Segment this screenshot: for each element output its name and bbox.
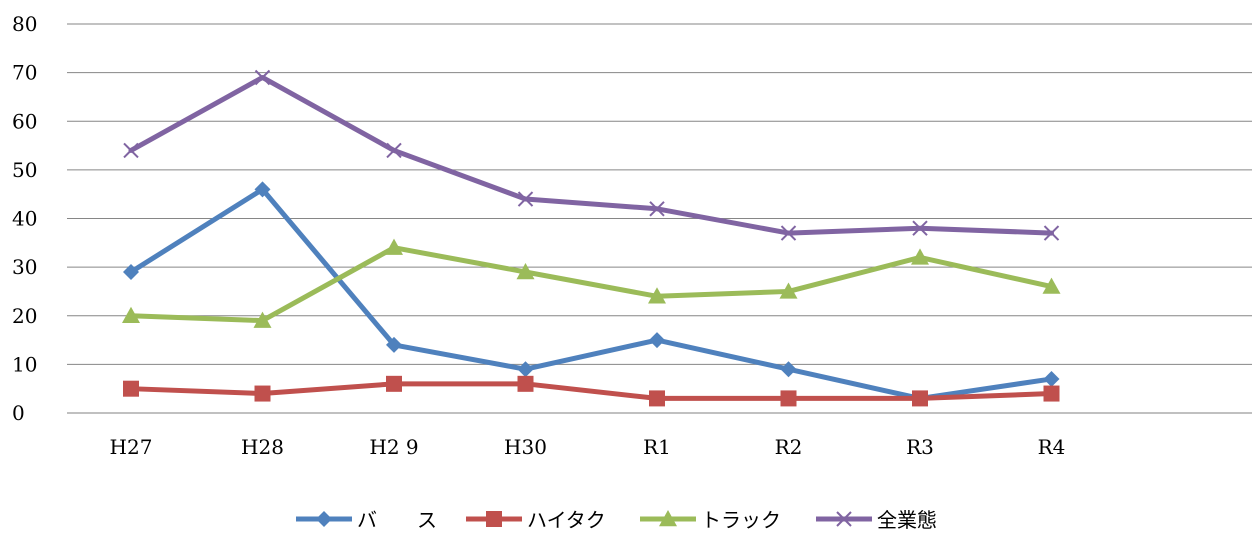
series-line [128,245,1054,324]
data-point-x [912,220,928,236]
legend-label: 全業態 [877,508,937,532]
y-tick-label: 20 [12,304,37,328]
data-point-x-stroke [386,142,402,159]
series-line [128,74,1054,236]
data-point-x [123,142,139,159]
y-tick-label: 70 [12,61,37,85]
data-point-square [912,390,928,407]
series-line [128,381,1054,401]
data-point-triangle [516,262,535,280]
y-tick-label: 50 [12,158,37,182]
x-tick-label: H2 9 [369,435,418,459]
data-point-triangle [122,306,140,323]
series-3 [122,238,1061,328]
x-tick-label: H27 [110,435,153,459]
data-point-diamond [254,181,271,198]
data-point-square [123,380,139,397]
x-tick-label: R4 [1038,435,1066,459]
y-tick-label: 10 [12,352,37,376]
gridlines [67,23,1252,414]
legend-label: ハイタク [527,508,606,532]
data-point-x-stroke [517,191,534,207]
x-tick-label: R3 [906,435,934,459]
data-point-triangle [659,510,677,527]
data-point-triangle [911,248,929,265]
data-point-square [386,375,402,392]
data-point-triangle [1042,277,1061,294]
data-point-diamond [1043,370,1060,387]
legend: バ ス ハイタク トラック 全業態 [296,508,937,532]
y-tick-label: 80 [12,12,37,36]
data-point-x-stroke [912,220,928,236]
data-point-triangle [385,238,403,255]
series-group [122,69,1061,407]
data-point-triangle [253,311,272,328]
legend-item-4: 全業態 [816,508,937,532]
data-point-x [1043,225,1060,241]
data-point-x [386,142,402,159]
x-axis-tick-labels: H27 H28 H2 9 H30 R1 R2 R3 R4 [110,435,1066,459]
data-point-x-stroke [254,69,271,86]
data-point-x-stroke [649,201,665,217]
data-point-diamond [517,361,534,378]
data-point-diamond [649,332,665,349]
data-point-x [836,511,852,527]
y-tick-label: 60 [12,109,37,133]
data-point-square [517,375,534,392]
legend-label: バ ス [357,508,437,532]
y-tick-label: 0 [12,401,25,425]
data-point-diamond [123,263,139,280]
series-1 [123,181,1060,407]
series-line [128,186,1054,401]
data-point-x [649,201,665,217]
x-tick-label: R2 [775,435,803,459]
data-point-x-stroke [836,511,852,527]
y-tick-label: 30 [12,255,37,279]
legend-label: トラック [701,508,781,532]
data-point-x-stroke [1043,225,1060,241]
series-2 [123,375,1060,407]
series-4 [123,69,1060,241]
x-tick-label: H28 [241,435,284,459]
data-point-diamond [386,336,402,353]
data-point-triangle [648,287,666,304]
legend-item-3: トラック [640,508,781,532]
data-point-x-stroke [123,142,139,159]
y-tick-label: 40 [12,207,37,231]
data-point-diamond [316,511,332,527]
data-point-square [254,385,271,402]
data-point-square [486,511,502,527]
data-point-square [780,390,797,407]
data-point-diamond [780,361,797,378]
data-point-x [254,69,271,86]
y-axis-tick-labels: 0 10 20 30 40 50 60 70 80 [12,12,37,425]
data-point-triangle [779,282,798,299]
data-point-x [517,191,534,207]
data-point-square [1043,385,1060,402]
data-point-square [649,390,665,407]
x-tick-label: H30 [504,435,547,459]
data-point-x-stroke [780,225,797,241]
x-tick-label: R1 [643,435,671,459]
data-point-x [780,225,797,241]
legend-item-1: バ ス [296,508,437,532]
legend-item-2: ハイタク [466,508,606,532]
